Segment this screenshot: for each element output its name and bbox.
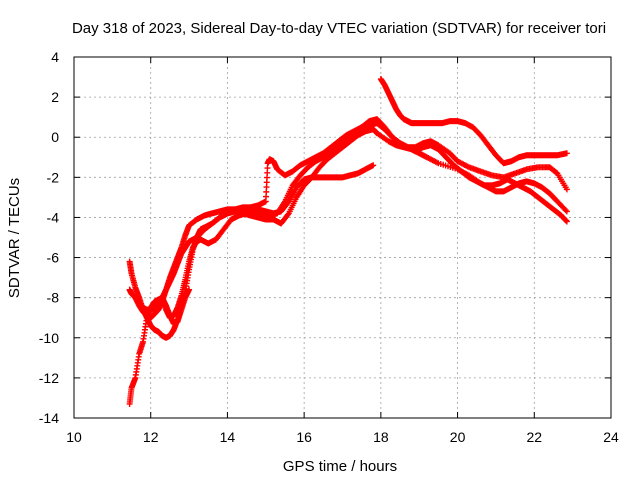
x-tick-label: 22 [526,429,542,445]
data-point [562,207,569,214]
y-tick-label: -4 [47,209,60,225]
y-axis-title: SDTVAR / TECUs [6,178,23,298]
data-point [284,211,291,218]
data-point [563,208,570,215]
x-tick-label: 14 [220,429,236,445]
x-tick-label: 24 [603,429,619,445]
data-point [563,186,570,193]
y-tick-label: 4 [51,49,59,65]
y-tick-label: 2 [51,89,59,105]
series-6 [377,76,570,167]
y-tick-label: -2 [47,169,60,185]
y-tick-label: 0 [51,129,59,145]
data-point [186,286,193,293]
series-2 [126,126,570,341]
plot-frame [73,56,612,419]
y-tick-label: -14 [39,410,59,426]
data-point [563,218,570,225]
data-point [370,162,377,169]
data-marks [126,76,570,407]
series-5 [159,116,570,321]
x-tick-label: 18 [373,429,389,445]
x-tick-label: 16 [296,429,312,445]
x-tick-label: 12 [143,429,159,445]
chart-title: Day 318 of 2023, Sidereal Day-to-day VTE… [72,20,606,37]
x-tick-label: 20 [450,429,466,445]
x-axis-title: GPS time / hours [283,458,397,475]
data-point [563,150,570,157]
x-tick-label: 10 [66,429,82,445]
grid-lines [74,57,611,418]
y-tick-label: -6 [47,250,60,266]
y-tick-label: -12 [39,370,59,386]
data-point [563,217,570,224]
y-tick-label: -10 [39,330,59,346]
y-tick-label: -8 [47,290,60,306]
